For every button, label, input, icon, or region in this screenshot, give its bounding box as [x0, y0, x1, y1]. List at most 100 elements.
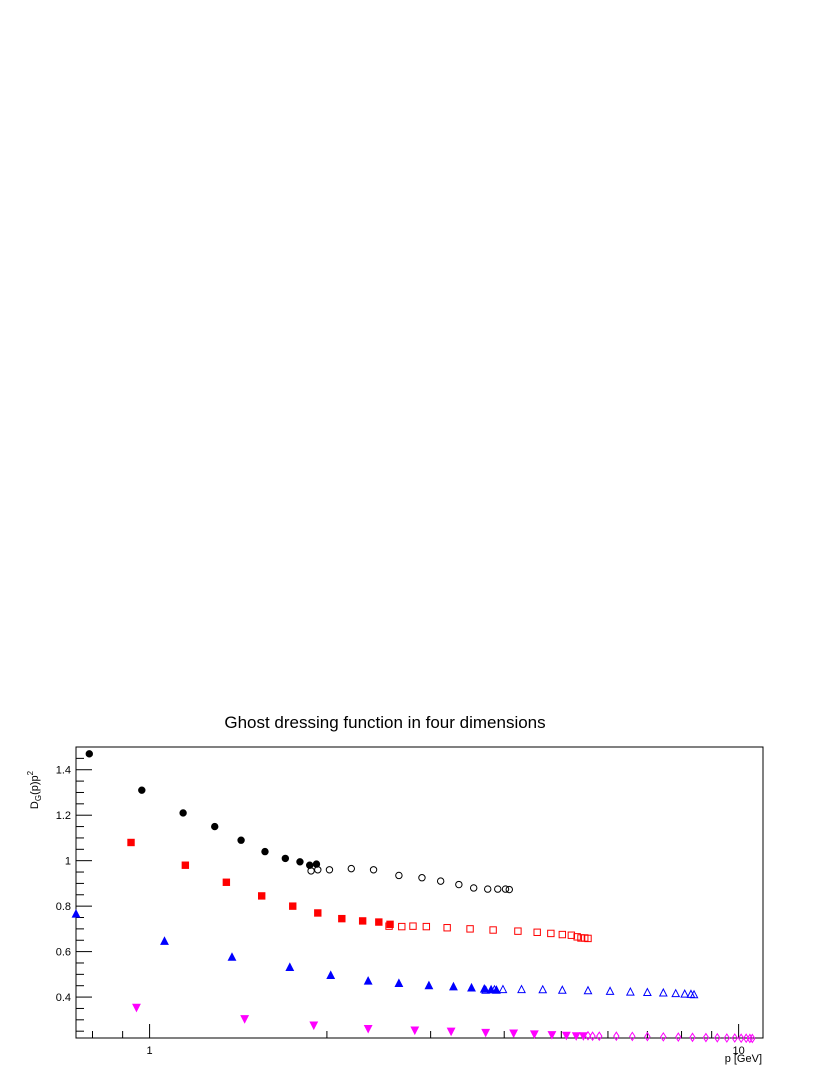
x-tick-label: 1 [147, 1045, 153, 1057]
data-point [481, 985, 491, 994]
data-point [629, 1031, 636, 1042]
series-3 [385, 922, 592, 943]
data-point [281, 854, 290, 863]
data-point [642, 987, 652, 997]
data-point [347, 864, 355, 873]
data-point [71, 909, 81, 918]
data-point [289, 902, 297, 910]
data-point [307, 867, 315, 875]
y-tick-label: 1 [65, 856, 71, 868]
data-point [675, 1032, 682, 1043]
data-point [589, 1031, 596, 1042]
data-point [395, 871, 403, 880]
data-point [501, 885, 510, 893]
data-point [369, 866, 378, 874]
data-point [261, 847, 269, 856]
series-0 [85, 750, 321, 869]
data-point [436, 877, 445, 885]
data-point [625, 986, 635, 996]
series-4 [71, 909, 501, 994]
data-point [702, 1032, 710, 1043]
data-point [494, 885, 502, 893]
data-point [490, 984, 499, 994]
data-point [385, 922, 393, 930]
series-1 [307, 864, 513, 894]
data-point [418, 874, 426, 882]
data-point [689, 1032, 696, 1043]
data-point [375, 918, 383, 926]
y-tick-label: 0.6 [56, 947, 71, 959]
data-point [446, 1027, 456, 1037]
data-point [731, 1033, 738, 1043]
y-axis-label-main: D [29, 801, 41, 809]
data-point [443, 924, 451, 932]
data-point [583, 985, 593, 995]
data-point [584, 1030, 592, 1041]
series-6 [132, 1003, 588, 1041]
data-point [179, 809, 187, 817]
chart-title: Ghost dressing function in four dimensio… [224, 713, 545, 732]
data-point [577, 934, 585, 942]
data-point [325, 866, 334, 874]
data-point [517, 984, 526, 994]
data-point [409, 922, 417, 930]
y-tick-label: 0.4 [56, 992, 71, 1004]
data-point [240, 1015, 250, 1024]
data-point [547, 1031, 557, 1040]
y-axis-label-sub: G [34, 795, 43, 801]
series-2 [127, 838, 394, 929]
data-point [466, 925, 474, 933]
data-point [358, 917, 367, 925]
data-point [746, 1033, 754, 1044]
data-point [363, 976, 373, 985]
data-point [469, 884, 478, 892]
data-point [211, 822, 219, 831]
x-axis-label: p [GeV] [725, 1053, 762, 1065]
y-tick-label: 1.4 [56, 765, 71, 777]
data-point [237, 836, 245, 844]
data-point [660, 1031, 667, 1042]
y-axis-label-sup: 2 [26, 770, 35, 775]
data-point [314, 866, 322, 874]
data-point [573, 933, 581, 941]
data-point [749, 1033, 756, 1044]
data-point [398, 922, 406, 931]
data-point [85, 750, 93, 758]
data-point [449, 981, 458, 991]
data-point [714, 1032, 721, 1043]
data-point [547, 929, 555, 938]
data-point [386, 920, 394, 929]
data-point [605, 986, 615, 995]
y-axis-label-rest: (p)p [29, 775, 41, 795]
data-point [557, 985, 567, 994]
data-point [737, 1033, 745, 1044]
data-point [489, 926, 497, 934]
data-point [481, 1028, 491, 1038]
data-point [222, 878, 231, 886]
data-point [227, 952, 237, 961]
y-axis-label: DG(p)p2 [26, 770, 43, 809]
data-point [410, 1026, 420, 1036]
data-point [138, 786, 146, 794]
data-point [363, 1024, 373, 1034]
data-point [424, 980, 434, 990]
data-point [644, 1031, 651, 1042]
data-point [285, 962, 295, 972]
data-point [467, 982, 476, 992]
plot-frame [75, 746, 764, 1039]
data-point [338, 914, 346, 923]
data-point [723, 1033, 731, 1043]
data-point [509, 1029, 519, 1039]
data-point [455, 880, 463, 889]
data-point [326, 970, 336, 979]
data-point [132, 1003, 141, 1013]
data-point [671, 988, 681, 998]
data-point [561, 1031, 571, 1041]
data-point [505, 885, 513, 894]
data-point [181, 861, 190, 869]
data-point [658, 987, 668, 997]
data-point [689, 989, 699, 999]
data-point [558, 930, 567, 939]
data-point [584, 934, 592, 943]
